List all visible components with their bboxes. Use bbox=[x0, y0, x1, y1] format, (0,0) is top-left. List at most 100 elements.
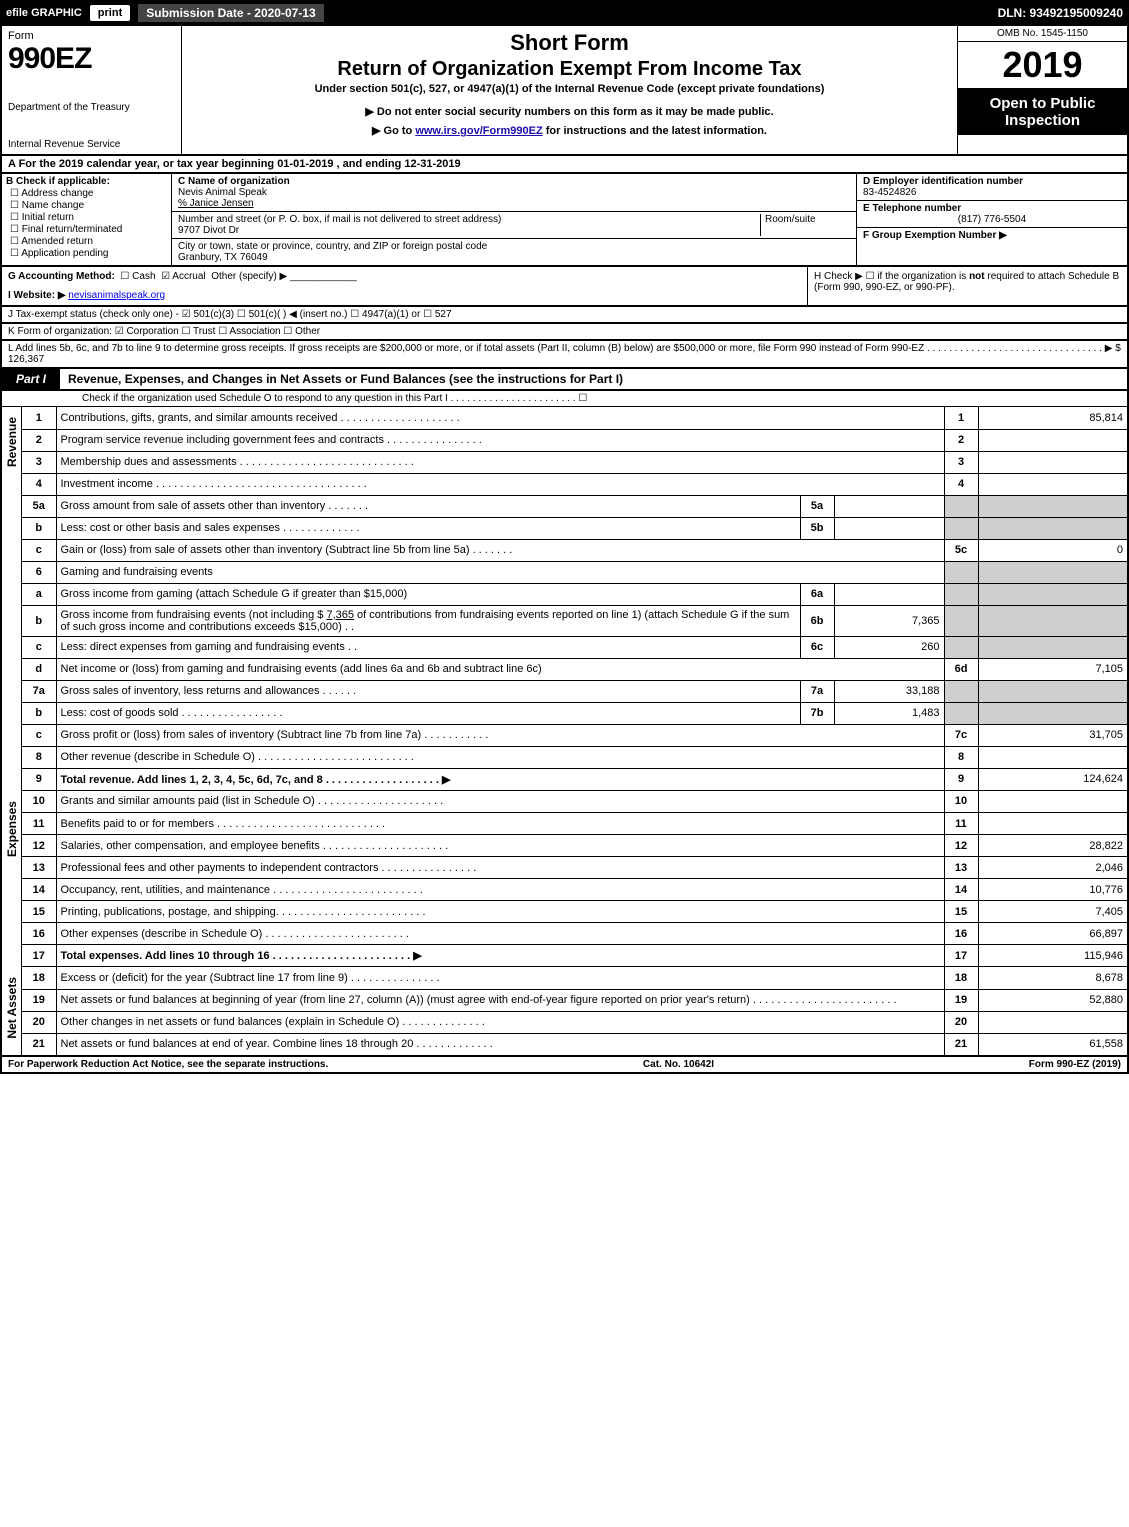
return-title: Return of Organization Exempt From Incom… bbox=[192, 58, 947, 81]
omb-number: OMB No. 1545-1150 bbox=[958, 26, 1127, 42]
website-link[interactable]: nevisanimalspeak.org bbox=[68, 290, 165, 301]
line-7a: 7aGross sales of inventory, less returns… bbox=[22, 680, 1128, 702]
line-12: 12Salaries, other compensation, and empl… bbox=[22, 835, 1128, 857]
dept-irs: Internal Revenue Service bbox=[8, 139, 175, 150]
print-button[interactable]: print bbox=[90, 5, 130, 21]
revenue-table: 1Contributions, gifts, grants, and simil… bbox=[22, 407, 1129, 791]
i-label: I Website: ▶ bbox=[8, 290, 66, 301]
form-header: Form 990EZ Department of the Treasury In… bbox=[0, 26, 1129, 156]
col-b-checkboxes: B Check if applicable: ☐ Address change … bbox=[2, 174, 172, 265]
line-8: 8Other revenue (describe in Schedule O) … bbox=[22, 746, 1128, 768]
col-c-org: C Name of organization Nevis Animal Spea… bbox=[172, 174, 857, 265]
chk-application-pending[interactable]: ☐ Application pending bbox=[10, 248, 167, 259]
street: 9707 Divot Dr bbox=[178, 225, 760, 236]
part1-header: Part I Revenue, Expenses, and Changes in… bbox=[0, 369, 1129, 391]
row-g-h: G Accounting Method: ☐ Cash ☑ Accrual Ot… bbox=[0, 267, 1129, 307]
c-name-label: C Name of organization bbox=[178, 176, 850, 187]
line-6a: aGross income from gaming (attach Schedu… bbox=[22, 583, 1128, 605]
line-21: 21Net assets or fund balances at end of … bbox=[22, 1033, 1128, 1055]
line-6b: b Gross income from fundraising events (… bbox=[22, 605, 1128, 636]
irs-link[interactable]: www.irs.gov/Form990EZ bbox=[415, 125, 542, 137]
form-number: 990EZ bbox=[8, 42, 175, 76]
expenses-table: 10Grants and similar amounts paid (list … bbox=[22, 791, 1129, 968]
part1-title: Revenue, Expenses, and Changes in Net As… bbox=[60, 372, 623, 386]
f-group-label: F Group Exemption Number ▶ bbox=[863, 230, 1121, 241]
line-16: 16Other expenses (describe in Schedule O… bbox=[22, 923, 1128, 945]
row-j-tax-exempt: J Tax-exempt status (check only one) - ☑… bbox=[0, 307, 1129, 324]
net-assets-table: 18Excess or (deficit) for the year (Subt… bbox=[22, 967, 1129, 1055]
top-bar: efile GRAPHIC print Submission Date - 20… bbox=[0, 0, 1129, 26]
city-label: City or town, state or province, country… bbox=[178, 241, 850, 252]
chk-amended-return[interactable]: ☐ Amended return bbox=[10, 236, 167, 247]
row-k-form-org: K Form of organization: ☑ Corporation ☐ … bbox=[0, 324, 1129, 341]
line-7b: bLess: cost of goods sold . . . . . . . … bbox=[22, 702, 1128, 724]
g-accrual[interactable]: Accrual bbox=[172, 271, 205, 282]
chk-name-change[interactable]: ☐ Name change bbox=[10, 200, 167, 211]
goto-line: ▶ Go to www.irs.gov/Form990EZ for instru… bbox=[192, 124, 947, 137]
part1-sub: Check if the organization used Schedule … bbox=[0, 391, 1129, 407]
line-4: 4Investment income . . . . . . . . . . .… bbox=[22, 473, 1128, 495]
org-name: Nevis Animal Speak bbox=[178, 187, 850, 198]
ein: 83-4524826 bbox=[863, 187, 1121, 198]
dept-treasury: Department of the Treasury bbox=[8, 102, 175, 113]
line-10: 10Grants and similar amounts paid (list … bbox=[22, 791, 1128, 813]
col-d-ein: D Employer identification number 83-4524… bbox=[857, 174, 1127, 265]
side-expenses: Expenses bbox=[0, 791, 22, 968]
goto-post: for instructions and the latest informat… bbox=[543, 125, 767, 137]
tax-year: 2019 bbox=[958, 42, 1127, 89]
chk-address-change[interactable]: ☐ Address change bbox=[10, 188, 167, 199]
g-cash[interactable]: Cash bbox=[132, 271, 155, 282]
line-18: 18Excess or (deficit) for the year (Subt… bbox=[22, 967, 1128, 989]
line-17: 17Total expenses. Add lines 10 through 1… bbox=[22, 945, 1128, 967]
line-19: 19Net assets or fund balances at beginni… bbox=[22, 989, 1128, 1011]
line-14: 14Occupancy, rent, utilities, and mainte… bbox=[22, 879, 1128, 901]
line-5c: cGain or (loss) from sale of assets othe… bbox=[22, 539, 1128, 561]
room-suite-label: Room/suite bbox=[760, 214, 850, 236]
d-ein-label: D Employer identification number bbox=[863, 176, 1121, 187]
submission-date: Submission Date - 2020-07-13 bbox=[138, 4, 323, 22]
line-9: 9Total revenue. Add lines 1, 2, 3, 4, 5c… bbox=[22, 768, 1128, 790]
line-2: 2Program service revenue including gover… bbox=[22, 429, 1128, 451]
line-11: 11Benefits paid to or for members . . . … bbox=[22, 813, 1128, 835]
footer-form: Form 990-EZ (2019) bbox=[1029, 1059, 1121, 1070]
street-label: Number and street (or P. O. box, if mail… bbox=[178, 214, 760, 225]
open-to-public: Open to Public Inspection bbox=[958, 89, 1127, 135]
line-6c: cLess: direct expenses from gaming and f… bbox=[22, 636, 1128, 658]
line-20: 20Other changes in net assets or fund ba… bbox=[22, 1011, 1128, 1033]
line-5a: 5aGross amount from sale of assets other… bbox=[22, 495, 1128, 517]
line-5b: bLess: cost or other basis and sales exp… bbox=[22, 517, 1128, 539]
g-label: G Accounting Method: bbox=[8, 271, 115, 282]
chk-final-return[interactable]: ☐ Final return/terminated bbox=[10, 224, 167, 235]
under-section: Under section 501(c), 527, or 4947(a)(1)… bbox=[192, 83, 947, 95]
footer-left: For Paperwork Reduction Act Notice, see … bbox=[8, 1059, 328, 1070]
b-label: B Check if applicable: bbox=[6, 176, 167, 187]
line-7c: cGross profit or (loss) from sales of in… bbox=[22, 724, 1128, 746]
footer-cat: Cat. No. 10642I bbox=[643, 1059, 714, 1070]
line-6d: dNet income or (loss) from gaming and fu… bbox=[22, 658, 1128, 680]
e-tel-label: E Telephone number bbox=[863, 203, 1121, 214]
short-form-title: Short Form bbox=[192, 30, 947, 56]
line-1: 1Contributions, gifts, grants, and simil… bbox=[22, 407, 1128, 429]
chk-initial-return[interactable]: ☐ Initial return bbox=[10, 212, 167, 223]
care-of: % Janice Jensen bbox=[178, 198, 850, 209]
side-revenue: Revenue bbox=[0, 407, 22, 791]
city-state-zip: Granbury, TX 76049 bbox=[178, 252, 850, 263]
efile-label: efile GRAPHIC bbox=[6, 7, 82, 19]
dln: DLN: 93492195009240 bbox=[998, 6, 1123, 20]
goto-pre: ▶ Go to bbox=[372, 125, 415, 137]
h-schedule-b: H Check ▶ ☐ if the organization is not r… bbox=[807, 267, 1127, 305]
row-l-gross-receipts: L Add lines 5b, 6c, and 7b to line 9 to … bbox=[0, 341, 1129, 369]
g-other[interactable]: Other (specify) ▶ bbox=[211, 271, 287, 282]
line-3: 3Membership dues and assessments . . . .… bbox=[22, 451, 1128, 473]
org-info-block: B Check if applicable: ☐ Address change … bbox=[0, 174, 1129, 267]
ssn-warning: ▶ Do not enter social security numbers o… bbox=[192, 105, 947, 118]
section-a-period: A For the 2019 calendar year, or tax yea… bbox=[0, 156, 1129, 174]
line-6: 6Gaming and fundraising events bbox=[22, 561, 1128, 583]
part1-tag: Part I bbox=[2, 369, 60, 389]
side-net-assets: Net Assets bbox=[0, 967, 22, 1055]
telephone: (817) 776-5504 bbox=[863, 214, 1121, 225]
form-word: Form bbox=[8, 30, 175, 42]
line-15: 15Printing, publications, postage, and s… bbox=[22, 901, 1128, 923]
page-footer: For Paperwork Reduction Act Notice, see … bbox=[0, 1057, 1129, 1074]
line-13: 13Professional fees and other payments t… bbox=[22, 857, 1128, 879]
